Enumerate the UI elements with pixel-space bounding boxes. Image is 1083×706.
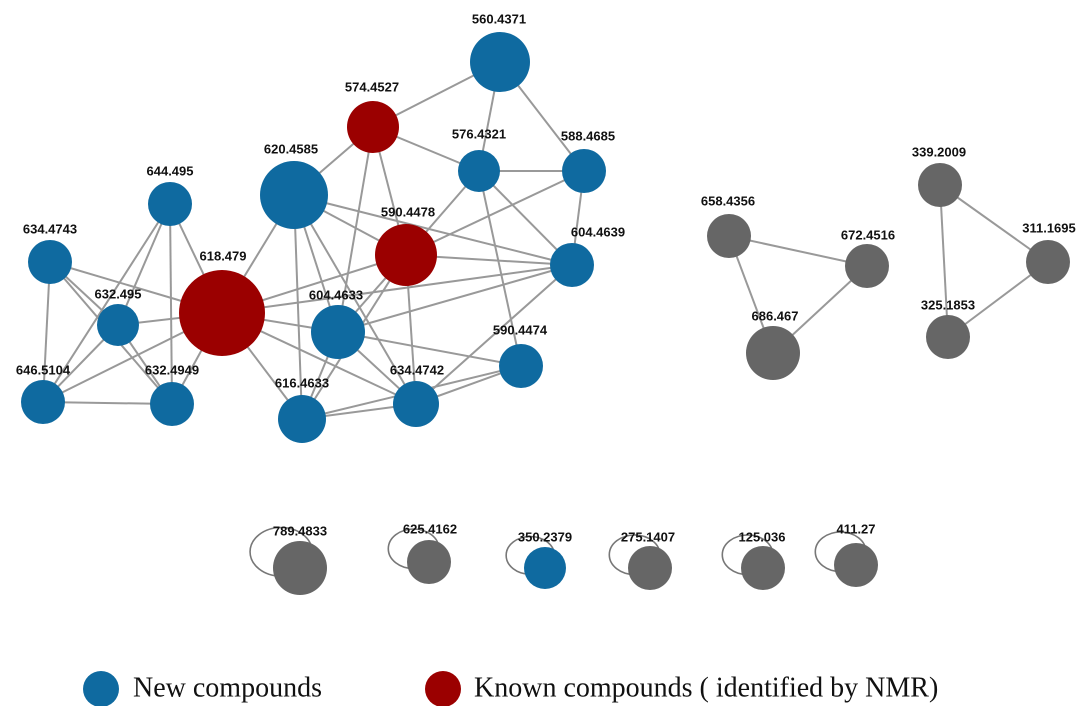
node <box>628 546 672 590</box>
node-label: 634.4743 <box>23 221 77 236</box>
node <box>562 149 606 193</box>
node <box>273 541 327 595</box>
node <box>499 344 543 388</box>
legend-new: New compounds <box>133 672 322 703</box>
edge <box>728 235 868 267</box>
node <box>21 380 65 424</box>
legend-swatch-known <box>425 671 461 706</box>
node <box>148 182 192 226</box>
node <box>470 32 530 92</box>
node-label: 590.4478 <box>381 204 435 219</box>
edge <box>42 261 51 403</box>
node-label: 588.4685 <box>561 128 615 143</box>
edge <box>939 184 1049 263</box>
node <box>375 224 437 286</box>
legend-swatch-new <box>83 671 119 706</box>
node-label: 350.2379 <box>518 529 572 544</box>
node-label: 311.1695 <box>1022 220 1076 235</box>
edge <box>478 170 573 266</box>
node-label: 646.5104 <box>16 362 71 377</box>
edge <box>169 203 173 405</box>
node <box>28 240 72 284</box>
node-label: 574.4527 <box>345 79 399 94</box>
node-label: 590.4474 <box>493 322 548 337</box>
edge <box>337 264 573 333</box>
node-label: 686.467 <box>752 308 799 323</box>
node-label: 672.4516 <box>841 227 895 242</box>
node-label: 634.4742 <box>390 362 444 377</box>
node <box>150 382 194 426</box>
node <box>458 150 500 192</box>
node <box>741 546 785 590</box>
node-label: 789.4833 <box>273 523 327 538</box>
node <box>1026 240 1070 284</box>
node <box>834 543 878 587</box>
node-label: 632.4949 <box>145 362 199 377</box>
node-label: 604.4633 <box>309 287 363 302</box>
node-label: 275.1407 <box>621 529 675 544</box>
node <box>746 326 800 380</box>
node-label: 620.4585 <box>264 141 318 156</box>
node <box>550 243 594 287</box>
edge <box>478 170 522 367</box>
node <box>393 381 439 427</box>
node-label: 658.4356 <box>701 193 755 208</box>
node <box>311 305 365 359</box>
edge <box>405 170 585 256</box>
node <box>278 395 326 443</box>
edge <box>221 264 573 314</box>
edge <box>293 194 573 266</box>
edge <box>293 194 303 420</box>
node <box>97 304 139 346</box>
node <box>524 547 566 589</box>
node-label: 604.4639 <box>571 224 625 239</box>
node-label: 325.1853 <box>921 297 975 312</box>
edge <box>337 331 522 367</box>
edge <box>337 126 374 333</box>
node-label: 125.036 <box>739 529 786 544</box>
nodes: 560.4371 574.4527 576.4321 588.4685 620.4585… <box>16 11 1076 595</box>
node-label: 339.2009 <box>912 144 966 159</box>
node-label: 576.4321 <box>452 126 506 141</box>
node-label: 625.4162 <box>403 521 457 536</box>
node <box>845 244 889 288</box>
node <box>926 315 970 359</box>
node-label: 644.495 <box>147 163 194 178</box>
edge <box>42 203 171 403</box>
node <box>707 214 751 258</box>
node <box>407 540 451 584</box>
node <box>179 270 265 356</box>
node <box>260 161 328 229</box>
node-label: 632.495 <box>95 286 142 301</box>
node-label: 616.4633 <box>275 375 329 390</box>
node <box>347 101 399 153</box>
node-label: 560.4371 <box>472 11 526 26</box>
node-label: 618.479 <box>200 248 247 263</box>
edge <box>293 194 417 405</box>
node <box>918 163 962 207</box>
edge <box>415 264 573 405</box>
edge <box>939 184 949 338</box>
node-label: 411.27 <box>836 521 875 536</box>
legend-known: Known compounds ( identified by NMR) <box>474 672 938 703</box>
